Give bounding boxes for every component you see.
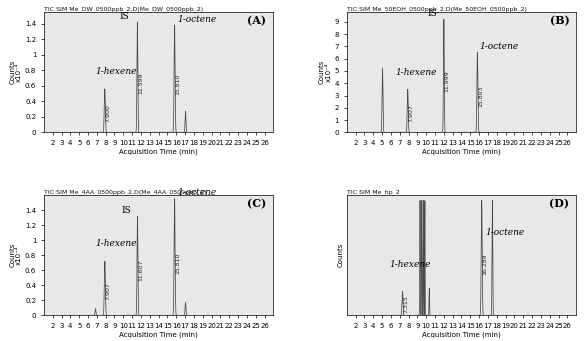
X-axis label: Acquisition Time (min): Acquisition Time (min)	[119, 332, 198, 338]
Text: 1-hexene: 1-hexene	[389, 261, 431, 269]
Text: 7.907: 7.907	[105, 282, 111, 300]
Text: TIC SIM Me_DW_0500ppb_2.D(Me_DW_0500ppb_2): TIC SIM Me_DW_0500ppb_2.D(Me_DW_0500ppb_…	[44, 6, 203, 12]
Y-axis label: Counts: Counts	[338, 243, 344, 267]
X-axis label: Acquisition Time (min): Acquisition Time (min)	[119, 149, 198, 155]
Text: (D): (D)	[549, 198, 569, 210]
X-axis label: Acquisition Time (min): Acquisition Time (min)	[422, 332, 501, 338]
Y-axis label: Counts
x10⁻⁴: Counts x10⁻⁴	[319, 60, 332, 84]
Text: IS: IS	[122, 206, 131, 214]
X-axis label: Acquisition Time (min): Acquisition Time (min)	[422, 149, 501, 155]
Text: 1-hexene: 1-hexene	[95, 68, 136, 76]
Text: 1-hexene: 1-hexene	[395, 68, 437, 77]
Y-axis label: Counts
x10⁻⁴: Counts x10⁻⁴	[9, 60, 22, 84]
Text: TIC SIM Me_50EOH_0500ppb_2.D(Me_50EOH_0500ppb_2): TIC SIM Me_50EOH_0500ppb_2.D(Me_50EOH_05…	[347, 6, 526, 12]
Text: (B): (B)	[549, 16, 569, 27]
Text: 16.289: 16.289	[482, 253, 487, 275]
Text: IS: IS	[428, 9, 438, 18]
Text: 7.907: 7.907	[408, 104, 414, 122]
Y-axis label: Counts
x10⁻⁴: Counts x10⁻⁴	[9, 243, 22, 267]
Text: TIC SIM Me_hp_2: TIC SIM Me_hp_2	[347, 189, 400, 195]
Text: 11.599: 11.599	[138, 72, 143, 93]
Text: 1-hexene: 1-hexene	[95, 239, 136, 248]
Text: 11.999: 11.999	[445, 71, 449, 92]
Text: 15.803: 15.803	[478, 86, 483, 107]
Text: 7.900: 7.900	[105, 104, 111, 122]
Text: TIC SIM Me_4AA_0500ppb_2.D(Me_4AA_0500ppb_2): TIC SIM Me_4AA_0500ppb_2.D(Me_4AA_0500pp…	[44, 189, 207, 195]
Text: 1-octene: 1-octene	[486, 227, 525, 237]
Text: (C): (C)	[247, 198, 266, 210]
Text: 1-octene: 1-octene	[479, 42, 518, 51]
Text: (A): (A)	[247, 16, 266, 27]
Text: 11.607: 11.607	[138, 260, 143, 281]
Text: 1-octene: 1-octene	[177, 15, 216, 24]
Text: IS: IS	[120, 12, 129, 21]
Text: 1-octene: 1-octene	[177, 188, 216, 197]
Text: 15.810: 15.810	[175, 73, 180, 95]
Text: 7.315: 7.315	[403, 296, 408, 313]
Text: 15.810: 15.810	[175, 252, 180, 273]
